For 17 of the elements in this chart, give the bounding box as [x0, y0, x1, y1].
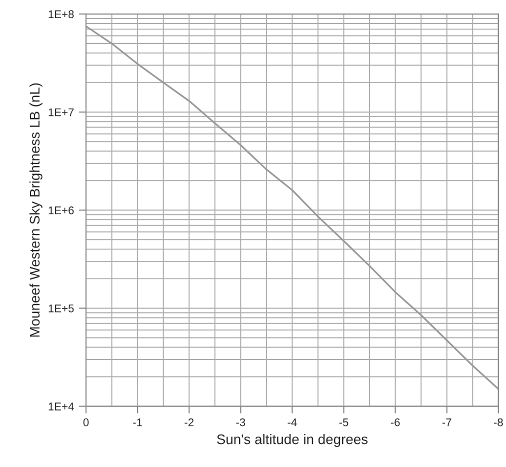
x-tick-label: -5 [339, 418, 348, 426]
x-axis-title: Sun's altitude in degrees [217, 434, 368, 447]
x-tick-label: -1 [133, 418, 142, 426]
y-axis-title: Mouneef Western Sky Brightness LB (nL) [29, 83, 42, 337]
y-tick-label: 1E+8 [48, 10, 74, 18]
y-tick-label: 1E+5 [48, 304, 74, 312]
x-tick-label: -6 [390, 418, 400, 426]
x-tick-label: -3 [236, 418, 246, 426]
x-tick-label: -7 [442, 418, 452, 426]
y-tick-label: 1E+6 [48, 206, 74, 214]
x-tick-label: -2 [184, 418, 194, 426]
y-tick-label: 1E+7 [48, 108, 74, 116]
x-tick-label: -8 [494, 418, 503, 426]
x-tick-label: -4 [288, 418, 297, 426]
line-series [86, 25, 498, 390]
y-tick-label: 1E+4 [48, 402, 74, 410]
x-tick-label: 0 [83, 418, 89, 426]
